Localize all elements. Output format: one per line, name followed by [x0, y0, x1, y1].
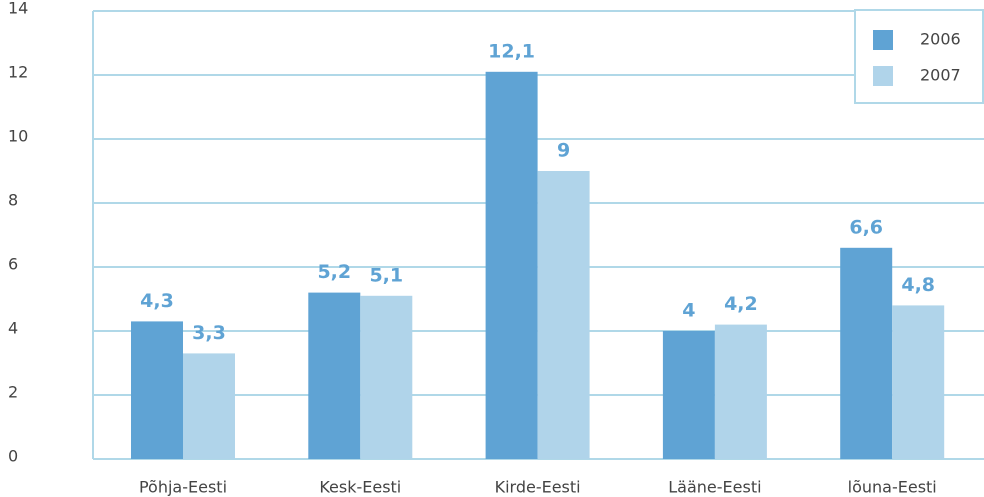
bar: [183, 353, 235, 459]
value-label: 5,1: [369, 264, 403, 286]
y-tick-label: 6: [8, 255, 18, 274]
y-tick-label: 2: [8, 383, 18, 402]
bar: [308, 292, 361, 459]
bar: [840, 247, 893, 459]
y-tick-label: 8: [8, 191, 18, 210]
value-label: 4,3: [140, 290, 174, 312]
value-label: 5,2: [317, 261, 351, 283]
legend-label: 2006: [920, 30, 961, 49]
y-tick-label: 4: [8, 319, 18, 338]
bar: [662, 331, 715, 459]
y-tick-label: 14: [8, 0, 28, 18]
value-label: 4,8: [901, 274, 935, 296]
y-tick-label: 12: [8, 63, 28, 82]
y-tick-label: 10: [8, 127, 28, 146]
y-tick-label: 0: [8, 447, 18, 466]
x-tick-label: Lääne-Eesti: [668, 478, 761, 497]
value-label: 4,2: [724, 293, 758, 315]
bar: [537, 171, 590, 459]
x-tick-label: Kesk-Eesti: [319, 478, 401, 497]
value-label: 4: [682, 300, 695, 322]
value-label: 6,6: [849, 216, 883, 238]
bar: [360, 295, 413, 459]
bar: [131, 321, 183, 459]
x-tick-label: Põhja-Eesti: [139, 478, 227, 497]
value-label: 12,1: [488, 40, 535, 62]
legend-swatch: [873, 30, 893, 50]
value-label: 9: [557, 140, 570, 162]
bar: [485, 71, 538, 460]
legend-swatch: [873, 66, 893, 86]
bar: [714, 324, 767, 459]
bar: [892, 305, 945, 459]
legend-box: [854, 9, 984, 104]
value-label: 3,3: [192, 322, 226, 344]
x-tick-label: Kirde-Eesti: [495, 478, 581, 497]
legend-label: 2007: [920, 66, 961, 85]
x-tick-label: lõuna-Eesti: [848, 478, 937, 497]
